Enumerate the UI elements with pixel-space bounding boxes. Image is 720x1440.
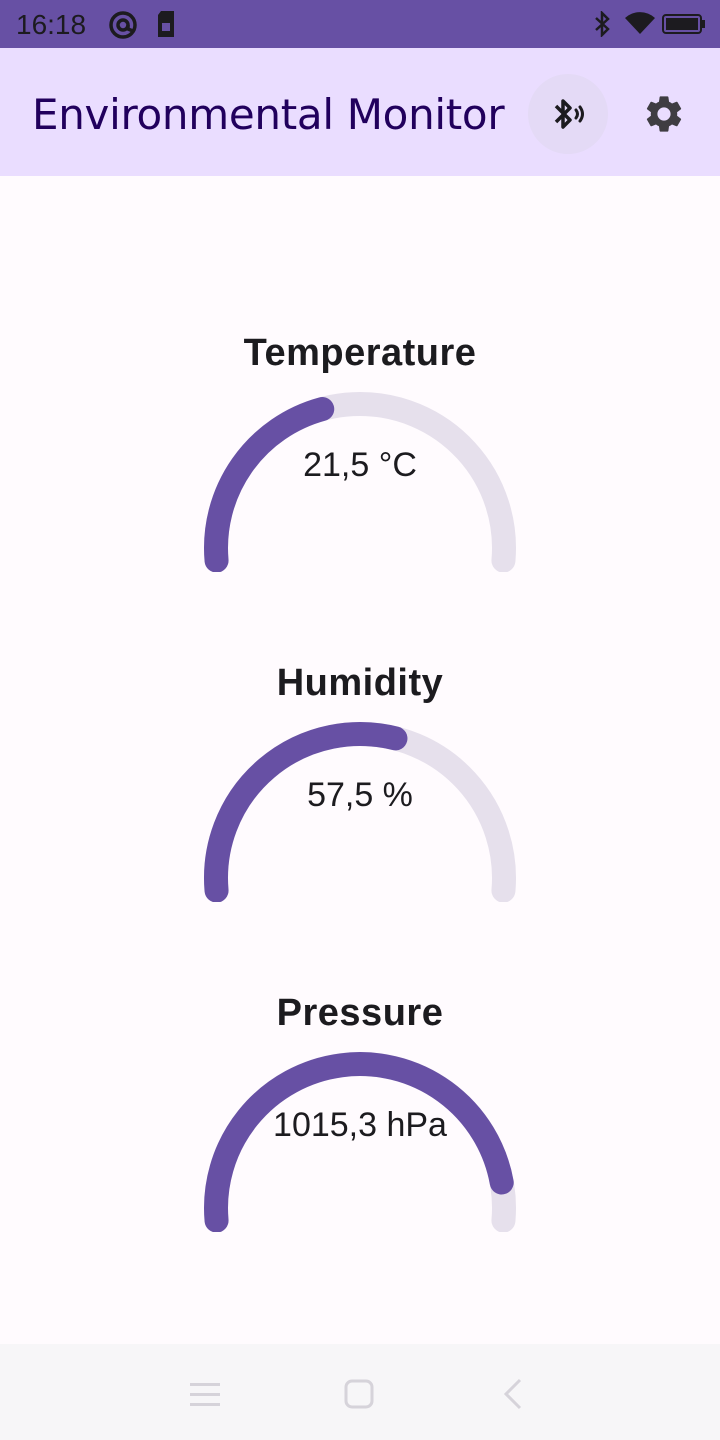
settings-button[interactable]: [624, 74, 704, 154]
gauge-title: Pressure: [276, 992, 444, 1034]
gear-icon: [646, 96, 682, 132]
bluetooth-searching-icon: [554, 99, 584, 129]
humidity-gauge: Humidity 57,5 %: [0, 662, 720, 942]
menu-icon[interactable]: [188, 1380, 222, 1413]
gauge-fill: [204, 1052, 514, 1232]
gauge-value: 21,5 °C: [303, 446, 417, 484]
gauge-fill: [204, 397, 335, 572]
temperature-gauge: Temperature 21,5 °C: [0, 332, 720, 612]
sim-card-icon: [156, 11, 176, 42]
wifi-icon: [624, 12, 656, 41]
at-sign-icon: [108, 10, 138, 45]
back-icon[interactable]: [500, 1378, 524, 1415]
gauge-arc: [204, 391, 516, 572]
home-icon[interactable]: [343, 1378, 375, 1415]
gauge-fill: [204, 722, 408, 902]
battery-icon: [662, 14, 706, 39]
gauge-arc: [204, 721, 516, 902]
bluetooth-scan-button[interactable]: [528, 74, 608, 154]
gauge-arc: [204, 1051, 516, 1232]
gauge-title: Humidity: [276, 662, 444, 704]
gauge-title: Temperature: [243, 332, 477, 374]
status-bar: 16:18: [0, 0, 720, 48]
app-title: Environmental Monitor: [32, 90, 505, 139]
app-bar: Environmental Monitor: [0, 48, 720, 176]
gauge-value: 57,5 %: [307, 776, 413, 814]
gauge-value: 1015,3 hPa: [273, 1106, 447, 1144]
pressure-gauge: Pressure 1015,3 hPa: [0, 992, 720, 1272]
status-time: 16:18: [16, 9, 87, 40]
bluetooth-icon: [592, 9, 612, 42]
system-nav-bar: [0, 1344, 720, 1440]
